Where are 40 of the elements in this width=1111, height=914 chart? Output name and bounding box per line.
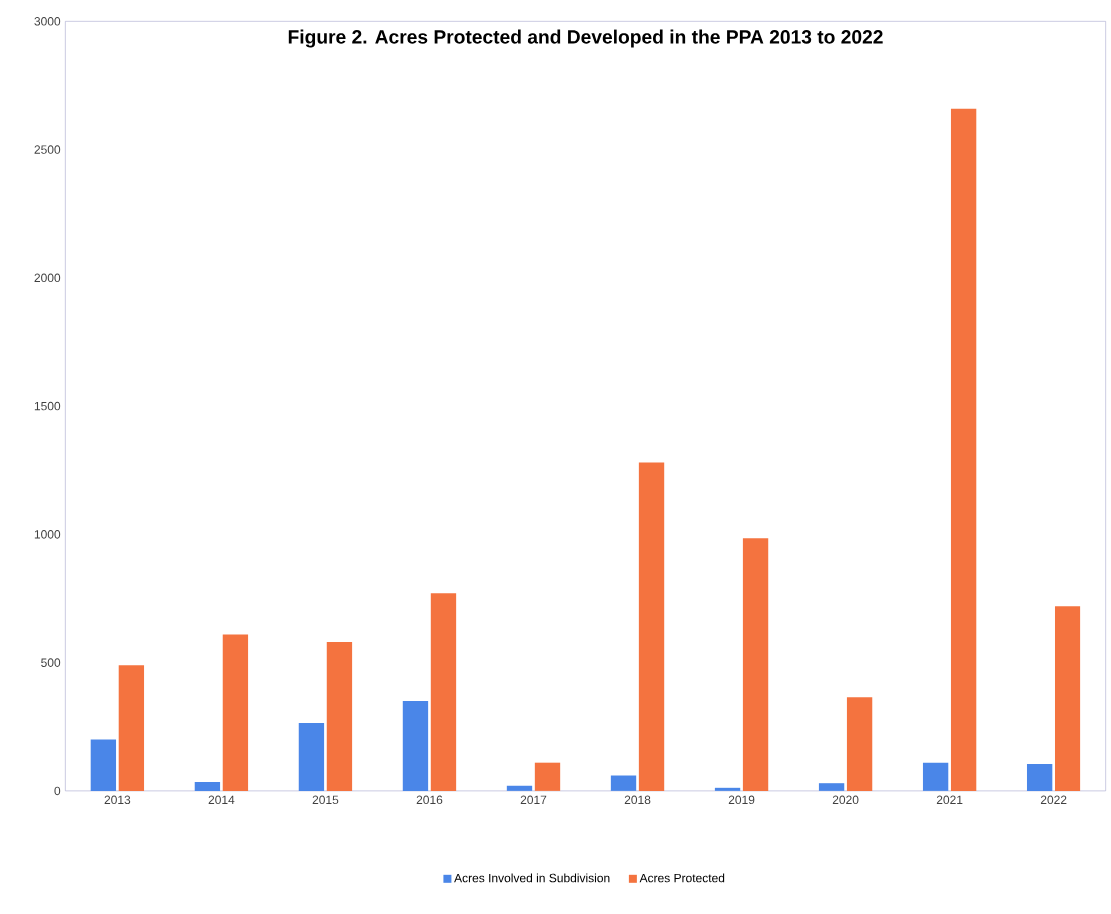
y-tick-label: 2500 xyxy=(34,145,61,155)
bar xyxy=(922,762,949,792)
bar xyxy=(714,788,741,792)
y-tick-label: 1500 xyxy=(34,402,61,411)
x-tick-label: 2015 xyxy=(312,795,339,805)
y-tick-label: 3000 xyxy=(34,17,61,26)
x-tick-label: 2014 xyxy=(208,795,235,805)
x-tick-label: 2022 xyxy=(1040,795,1067,805)
bar xyxy=(90,739,117,792)
legend-label: Acres Protected xyxy=(639,873,725,883)
chart-title: Figure 2. Acres Protected and Developed in the PPA 2013 to 2022 xyxy=(288,29,883,48)
x-tick-label: 2019 xyxy=(728,795,755,805)
bar xyxy=(846,697,873,792)
x-tick-label: 2021 xyxy=(936,795,963,805)
x-tick-label: 2016 xyxy=(416,795,443,805)
y-tick-label: 1000 xyxy=(34,530,61,539)
bar xyxy=(1054,606,1081,792)
bar xyxy=(742,538,769,792)
bar xyxy=(638,462,665,792)
x-tick-label: 2017 xyxy=(520,795,547,805)
bar xyxy=(118,665,145,792)
y-tick-label: 0 xyxy=(54,786,61,796)
bar xyxy=(326,642,353,792)
bar xyxy=(298,723,325,792)
bar xyxy=(222,634,249,792)
x-tick-label: 2013 xyxy=(104,795,131,805)
x-tick-label: 2018 xyxy=(624,795,651,805)
bar xyxy=(402,701,429,792)
legend-label: Acres Involved in Subdivision xyxy=(454,873,610,883)
bar xyxy=(950,108,977,792)
y-tick-label: 500 xyxy=(41,658,61,668)
x-tick-label: 2020 xyxy=(832,795,859,805)
bar xyxy=(194,782,221,792)
bar xyxy=(506,785,533,792)
bar xyxy=(534,762,561,792)
y-tick-label: 2000 xyxy=(34,273,61,283)
bar xyxy=(610,775,637,792)
bar xyxy=(430,593,457,792)
bar xyxy=(1026,764,1053,792)
bar xyxy=(818,783,845,792)
